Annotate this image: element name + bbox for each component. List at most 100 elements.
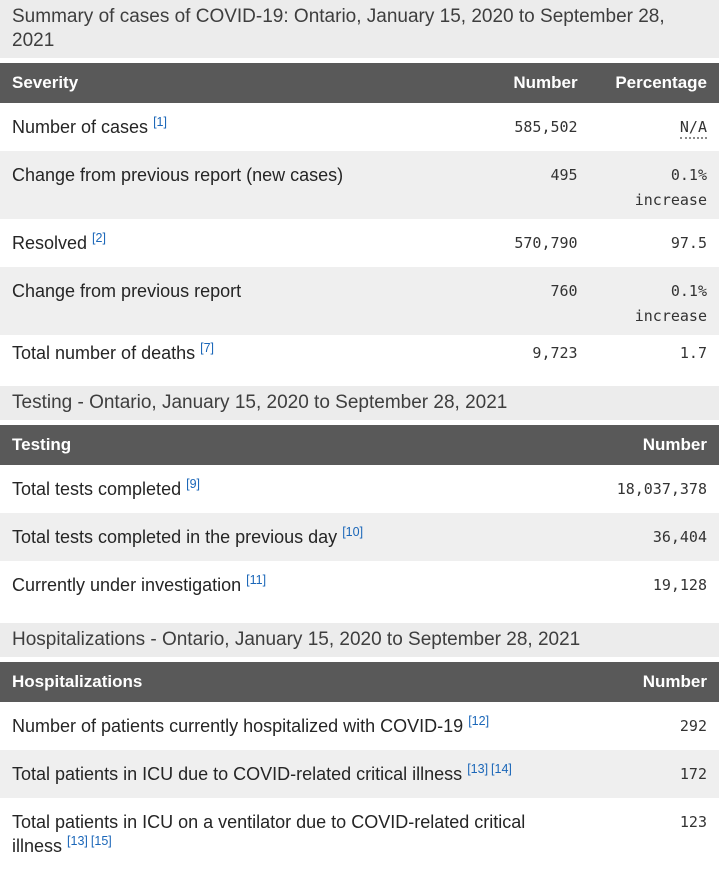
row-number-value: 9,723 [532,344,578,362]
row-label-cell: Total tests completed [9] [0,465,590,513]
footnote-ref: [7] [200,341,214,355]
table-row: Total number of deaths [7] 9,723 1.7 [0,335,719,372]
row-number-cell: 585,502 [395,103,589,151]
column-header-testing: Testing [0,425,590,465]
table-row: Total patients in ICU due to COVID-relat… [0,750,719,798]
row-label: Number of cases [12,117,149,137]
row-label-cell: Number of cases [1] [0,103,395,151]
row-label-cell: Total number of deaths [7] [0,335,395,372]
footnote-link[interactable]: [13] [467,762,489,776]
row-label-cell: Resolved [2] [0,219,395,267]
row-label-cell: Total patients in ICU due to COVID-relat… [0,750,590,798]
column-header-hospitalizations: Hospitalizations [0,662,590,702]
row-percentage-value: 0.1% increase [634,166,707,209]
footnote-ref: [13] [467,762,488,776]
row-number-cell: 123 [590,798,719,870]
row-percentage-value: 1.7 [679,344,707,362]
row-number-cell: 495 [395,151,589,219]
row-percentage-cell: 1.7 [590,335,719,372]
row-number-value: 495 [550,166,578,184]
row-number-value: 585,502 [514,118,578,136]
table-row: Change from previous report 760 0.1% incre… [0,267,719,335]
row-number-value: 760 [550,282,578,300]
footnote-link[interactable]: [10] [342,525,364,539]
footnote-ref: [12] [468,714,489,728]
column-header-number: Number [395,63,590,103]
column-header-severity: Severity [0,63,396,103]
footnote-link[interactable]: [14] [491,762,512,776]
row-percentage-cell: 0.1% increase [590,267,719,335]
row-number-value: 36,404 [652,528,707,546]
row-label-cell: Change from previous report [0,267,395,335]
footnote-ref: [9] [186,477,200,491]
footnote-link[interactable]: [1] [153,115,167,129]
data-table: Testing Number Total tests completed [9] 18,… [0,425,719,609]
footnote-link[interactable]: [11] [246,573,267,587]
row-label: Total number of deaths [12,343,196,363]
row-number-value: 172 [679,765,707,783]
footnote-ref: [10] [342,525,363,539]
row-number-cell: 570,790 [395,219,589,267]
footnote-link[interactable]: [7] [200,341,215,355]
row-number-cell: 9,723 [395,335,589,372]
row-label: Change from previous report [12,281,242,301]
row-number-cell: 36,404 [590,513,719,561]
table-row: Number of cases [1] 585,502 N/A [0,103,719,151]
row-label: Total tests completed in the previous da… [12,527,338,547]
row-number-cell: 172 [590,750,719,798]
footnote-link[interactable]: [9] [186,477,200,491]
row-number-value: 19,128 [652,576,707,594]
row-label: Total tests completed [12,479,182,499]
footnote-link[interactable]: [2] [92,231,106,245]
row-percentage-value: 97.5 [670,234,707,252]
table-row: Resolved [2] 570,790 97.5 [0,219,719,267]
row-label: Currently under investigation [12,575,242,595]
table-section-severity: Summary of cases of COVID-19: Ontario, J… [0,0,719,372]
table-caption: Summary of cases of COVID-19: Ontario, J… [0,0,719,58]
table-row: Number of patients currently hospitalize… [0,702,719,750]
footnote-ref: [15] [91,834,112,848]
header-row: Testing Number [0,425,719,465]
column-header-number: Number [589,425,719,465]
row-number-cell: 19,128 [590,561,719,609]
row-percentage-value: 0.1% increase [634,282,707,325]
row-label: Number of patients currently hospitalize… [12,716,464,736]
table-section-hospitalizations: Hospitalizations - Ontario, January 15, … [0,623,719,870]
row-number-value: 292 [679,717,707,735]
table-row: Total tests completed in the previous da… [0,513,719,561]
footnote-link[interactable]: [12] [468,714,490,728]
table-section-testing: Testing - Ontario, January 15, 2020 to S… [0,386,719,609]
footnote-link[interactable]: [15] [90,834,112,848]
footnote-ref: [1] [153,115,167,129]
footnote-ref: [2] [92,231,106,245]
footnote-ref: [14] [491,762,512,776]
footnote-ref: [13] [67,834,88,848]
table-caption: Testing - Ontario, January 15, 2020 to S… [0,386,719,420]
row-label-cell: Total patients in ICU on a ventilator du… [0,798,590,870]
row-label: Total patients in ICU due to COVID-relat… [12,764,463,784]
row-label-cell: Number of patients currently hospitalize… [0,702,590,750]
footnote-ref: [11] [246,573,266,587]
data-table: Hospitalizations Number Number of patients… [0,662,719,870]
row-number-cell: 18,037,378 [590,465,719,513]
row-number-cell: 760 [395,267,589,335]
row-number-cell: 292 [590,702,719,750]
row-percentage-cell: N/A [590,103,719,151]
row-label: Change from previous report (new cases) [12,165,344,185]
header-row: Hospitalizations Number [0,662,719,702]
row-number-value: 18,037,378 [616,480,707,498]
table-row: Currently under investigation [11] 19,128 [0,561,719,609]
row-label: Resolved [12,233,88,253]
row-label-cell: Change from previous report (new cases) [0,151,395,219]
table-caption: Hospitalizations - Ontario, January 15, … [0,623,719,657]
data-table: Severity Number Percentage Number of cases [… [0,63,719,372]
column-header-percentage: Percentage [589,63,719,103]
row-label-cell: Total tests completed in the previous da… [0,513,590,561]
table-row: Change from previous report (new cases) 4… [0,151,719,219]
header-row: Severity Number Percentage [0,63,719,103]
table-row: Total tests completed [9] 18,037,378 [0,465,719,513]
not-applicable-abbr: N/A [679,118,707,139]
footnote-link[interactable]: [13] [67,834,88,848]
row-number-value: 123 [679,813,707,831]
